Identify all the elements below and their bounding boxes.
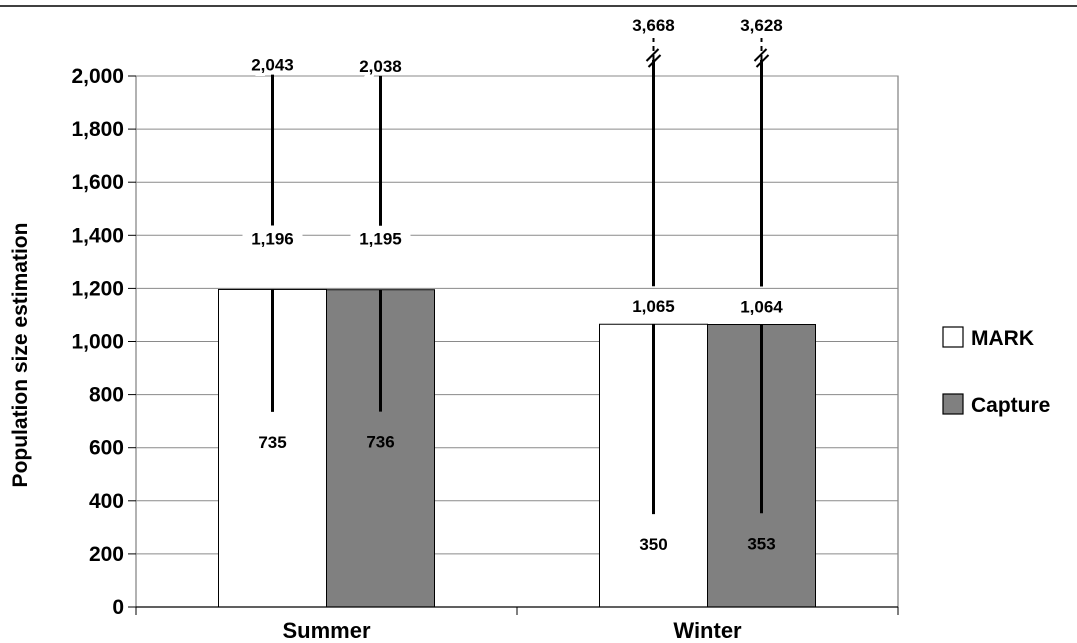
- x-category-label: Summer: [282, 618, 370, 643]
- y-tick-label: 2,000: [71, 65, 124, 88]
- data-labels: 2,043 1,196 735 3,668 1,065 350 2,038 1,195 736 3…: [242, 16, 792, 554]
- value-label: 1,065: [632, 297, 675, 316]
- value-label-bg: [350, 226, 411, 251]
- y-tick-label: 1,800: [71, 118, 124, 141]
- y-tick-label: 1,000: [71, 331, 124, 354]
- upper-bound-label: 2,038: [359, 57, 402, 76]
- y-tick-label: 1,400: [71, 224, 124, 247]
- axis-break-mark: [647, 54, 662, 68]
- lower-bound-label: 736: [366, 433, 394, 452]
- legend-swatch-capture: [942, 393, 964, 415]
- y-tick-label: 400: [89, 490, 124, 513]
- value-label: 1,195: [359, 230, 402, 249]
- axes: 0 200 400 600 800 1,000 1,200 1,400 1,600 1,800 2,…: [71, 65, 899, 643]
- legend-label-mark: MARK: [971, 327, 1034, 350]
- lower-bound-label: 353: [747, 534, 775, 553]
- bar-capture-summer: [326, 289, 435, 608]
- legend-swatch-mark: [942, 326, 964, 348]
- y-tick-label: 1,600: [71, 171, 124, 194]
- upper-bound-label: 3,628: [740, 16, 783, 35]
- y-tick-label: 600: [89, 437, 124, 460]
- bars: [218, 288, 816, 608]
- lower-bound-label: 735: [258, 433, 286, 452]
- error-bars: [271, 38, 770, 515]
- value-label-bg: [731, 294, 792, 319]
- axis-break-mark: [753, 48, 768, 62]
- value-label-bg: [242, 226, 303, 251]
- lower-bound-label: 350: [639, 535, 667, 554]
- y-tick-label: 1,200: [71, 277, 124, 300]
- y-tick-label: 0: [112, 596, 124, 619]
- legend-label-capture: Capture: [971, 394, 1050, 417]
- legend: MARK Capture: [942, 326, 1050, 417]
- y-tick-label: 200: [89, 543, 124, 566]
- axis-break-mark: [645, 48, 660, 62]
- x-category-label: Winter: [673, 618, 742, 643]
- value-label: 1,064: [740, 298, 783, 317]
- y-axis-label: Population size estimation: [9, 223, 32, 488]
- value-label: 1,196: [251, 229, 294, 248]
- upper-bound-label: 3,668: [632, 16, 675, 35]
- value-label-bg: [623, 294, 684, 319]
- y-tick-label: 800: [89, 384, 124, 407]
- axis-break-mark: [755, 54, 770, 68]
- upper-bound-label: 2,043: [251, 56, 294, 75]
